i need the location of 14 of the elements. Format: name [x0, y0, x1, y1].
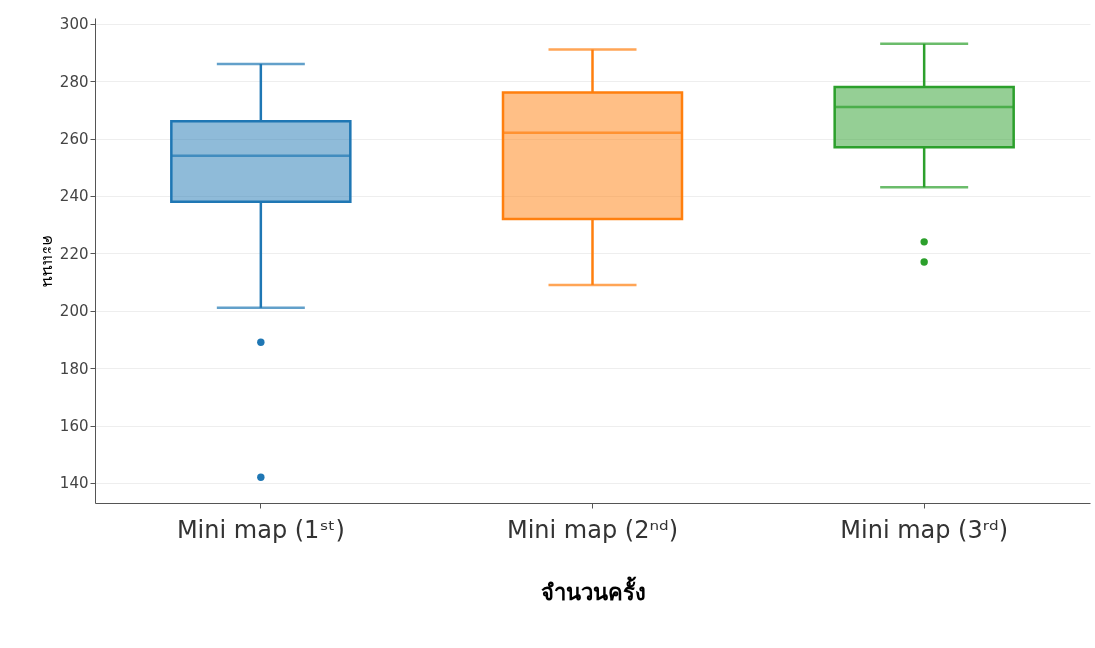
y-axis-title: คะแนน	[38, 235, 58, 287]
x-axis-title: จำนวนครั้ง	[540, 575, 646, 605]
x-tick-label: Mini map (1ˢᵗ)	[176, 515, 345, 544]
y-tick-label: 300	[59, 15, 89, 34]
y-tick-label: 140	[59, 474, 89, 493]
y-tick-label: 220	[59, 244, 89, 263]
y-tick-label: 240	[59, 187, 89, 206]
y-tick-label: 180	[59, 359, 89, 378]
y-tick-label: 200	[59, 302, 89, 321]
y-tick-label: 260	[59, 130, 89, 149]
x-tick-label: Mini map (3ʳᵈ)	[840, 515, 1009, 544]
y-tick-label: 280	[59, 72, 89, 91]
y-tick-label: 160	[59, 417, 89, 436]
x-tick-label: Mini map (2ⁿᵈ)	[506, 515, 679, 544]
